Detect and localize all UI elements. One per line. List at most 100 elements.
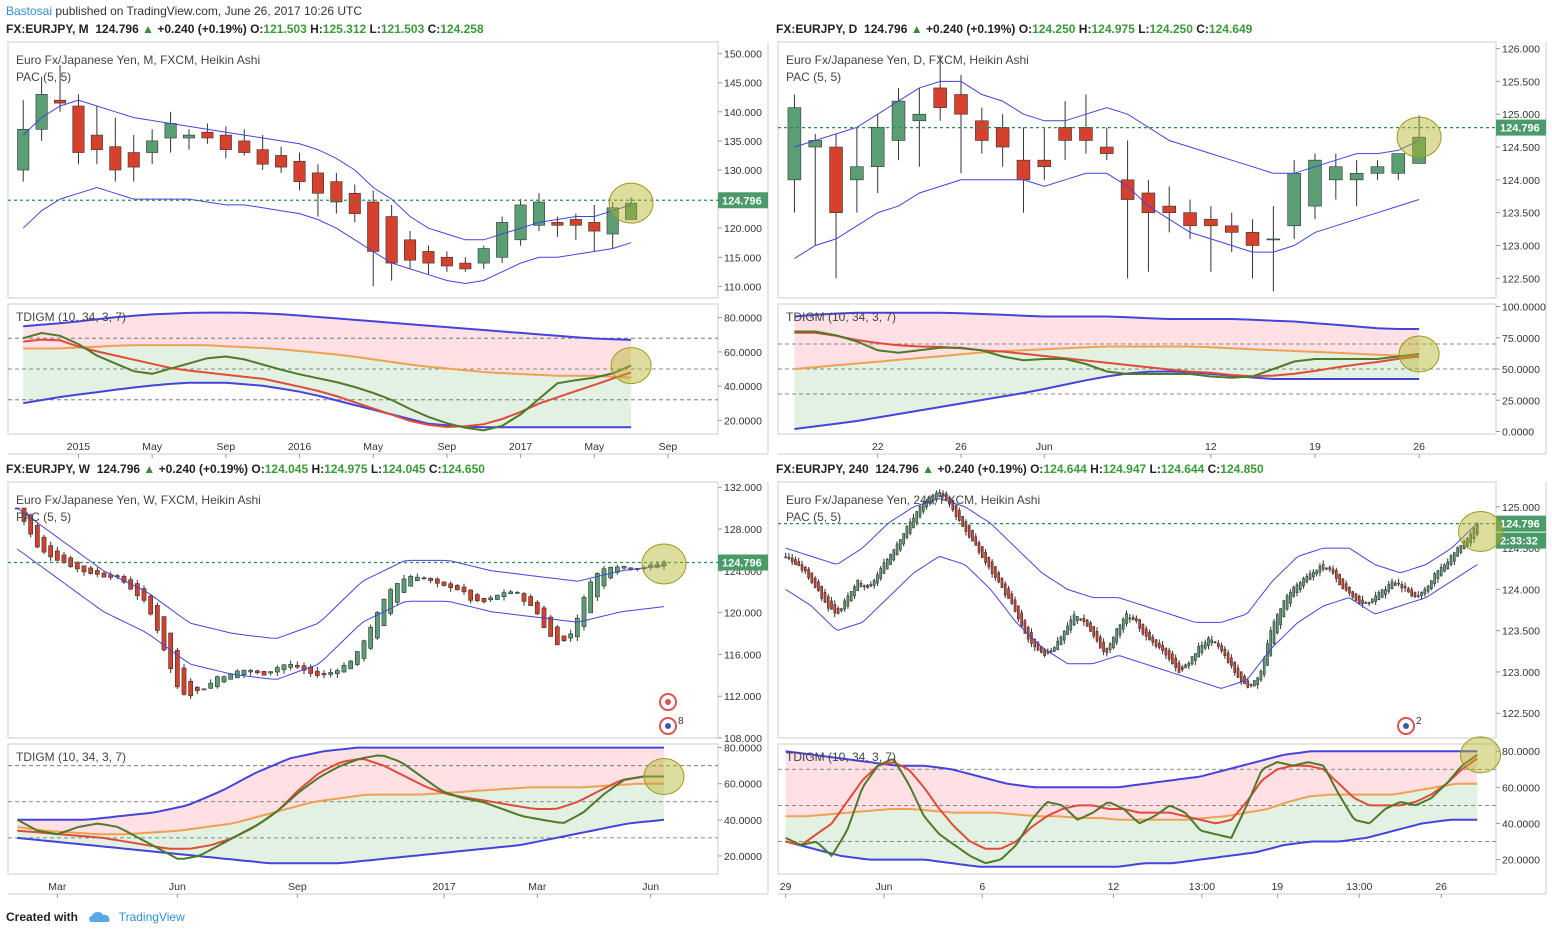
chart-canvas[interactable]: 150.000145.000140.000135.000130.000125.0… [6, 22, 769, 458]
tdi-lower-zone [785, 783, 1478, 867]
candle-bear [548, 616, 554, 637]
candle-bear [301, 665, 307, 671]
candle-bull [902, 533, 905, 545]
candle-bear [1098, 636, 1102, 649]
candle-bear [967, 525, 971, 538]
close-value: 124.850 [1220, 462, 1264, 476]
price-pane-frame [777, 41, 1497, 299]
candle-bear [168, 632, 174, 669]
time-tick-label: 12 [1108, 881, 1120, 893]
chart-canvas[interactable]: 126.000 125.500 125.000 124.500 124.000 123.5… [776, 22, 1547, 458]
indicator-tick-label: 50.0000 [1502, 364, 1540, 376]
candle-bull [1184, 664, 1187, 669]
candle-bull [1108, 643, 1112, 651]
chart-weekly[interactable]: FX:EURJPY, W 124.796 ▲ +0.240 (+0.19%) O… [6, 462, 769, 898]
candle-bull [1266, 238, 1281, 241]
highlight-circle-price [641, 543, 687, 585]
chart-canvas[interactable]: 132.000128.000124.000120.000116.000112.0… [6, 462, 769, 898]
indicator-tick-label: 0.0000 [1502, 427, 1534, 439]
highlight-circle-indicator [610, 347, 652, 385]
candle-bull [1469, 533, 1473, 544]
candle-bull [1049, 650, 1053, 653]
candle-bull [1380, 589, 1384, 598]
candle-bear [188, 680, 194, 697]
candle-bear [997, 572, 1001, 583]
candle-bull [1121, 618, 1125, 630]
symbol: FX:EURJPY, M [6, 22, 89, 36]
candle-bull [625, 202, 638, 220]
indicator-tick-label: 80.0000 [1502, 746, 1540, 758]
candle-bull [787, 107, 802, 181]
candle-bull [1318, 565, 1322, 573]
change: +0.240 (+0.19%) [926, 22, 1016, 36]
price-tick-label: 120.000 [724, 608, 762, 620]
candle-bull [1371, 598, 1374, 603]
candle-bear [1174, 657, 1178, 668]
indicator-tick-label: 20.0000 [724, 851, 762, 863]
author-link[interactable]: Bastosai [6, 4, 53, 18]
candle-bull [1287, 172, 1301, 227]
candle-bear [1354, 593, 1358, 601]
candle-bear [528, 596, 534, 606]
candle-bull [1069, 619, 1073, 631]
tdi-green-line [794, 330, 1420, 379]
candle-bull [1390, 581, 1394, 590]
candle-bear [1167, 650, 1171, 660]
candle-bear [1135, 618, 1138, 622]
candle-bear [1100, 146, 1114, 154]
candle-bull [1203, 642, 1207, 649]
chart-monthly[interactable]: FX:EURJPY, M 124.796 ▲ +0.240 (+0.19%) O… [6, 22, 769, 458]
candle-bull [908, 521, 912, 534]
time-tick-label: Jun [642, 881, 659, 893]
tdi-green-line [785, 753, 1478, 865]
candle-bear [1180, 666, 1184, 671]
candle-bull [35, 94, 48, 130]
candle-bear [1138, 619, 1141, 629]
time-tick-label: May [363, 441, 384, 453]
highlight-circle-indicator [1398, 335, 1440, 373]
price-tick-label: 125.500 [1502, 76, 1540, 88]
time-tick-label: 22 [872, 441, 884, 453]
chart-240[interactable]: FX:EURJPY, 240 124.796 ▲ +0.240 (+0.19%)… [776, 462, 1547, 898]
candle-bear [1334, 570, 1338, 579]
candle-bear [866, 584, 869, 588]
candle-bull [1187, 662, 1191, 667]
tdi-green-line [16, 754, 664, 860]
candle-bear [219, 134, 232, 150]
candle-bull [1197, 646, 1200, 658]
candle-bear [1325, 567, 1328, 570]
candle-bear [1224, 225, 1239, 233]
candle-bear [1161, 644, 1164, 651]
candle-bear [1102, 641, 1105, 652]
chart-canvas[interactable]: 125.000124.500124.000123.500123.000122.5… [776, 462, 1547, 898]
last-price-tag-label: 124.796 [1500, 519, 1540, 531]
price-tick-label: 128.000 [724, 524, 762, 536]
candle-bear [794, 559, 797, 565]
candle-bear [468, 589, 474, 601]
tdi-red-line [785, 757, 1478, 850]
time-tick-label: 29 [780, 881, 792, 893]
candle-bear [561, 635, 567, 641]
candle-bull [388, 589, 394, 614]
open-value: 124.045 [264, 462, 309, 476]
candle-bear [1013, 599, 1017, 612]
candle-bull [1449, 555, 1453, 565]
price-pane-frame [777, 481, 1497, 739]
chart-daily[interactable]: FX:EURJPY, D 124.796 ▲ +0.240 (+0.19%) O… [776, 22, 1547, 458]
time-tick-label: Jun [1036, 441, 1053, 453]
candle-bull [508, 591, 514, 595]
candle-bull [1430, 580, 1433, 590]
candle-bull [1456, 547, 1459, 557]
candle-bear [141, 588, 147, 601]
tradingview-link[interactable]: TradingView [118, 910, 185, 924]
symbol: FX:EURJPY, W [6, 462, 91, 476]
candle-bull [876, 574, 879, 584]
price-tick-label: 124.500 [1502, 142, 1540, 154]
candle-bull [221, 676, 227, 683]
candle-bull [1279, 608, 1282, 626]
open-value: 124.644 [1043, 462, 1087, 476]
event-count: 8 [678, 716, 684, 727]
candle-bull [1128, 617, 1132, 620]
candle-bull [1210, 639, 1214, 644]
candle-bear [833, 604, 837, 614]
